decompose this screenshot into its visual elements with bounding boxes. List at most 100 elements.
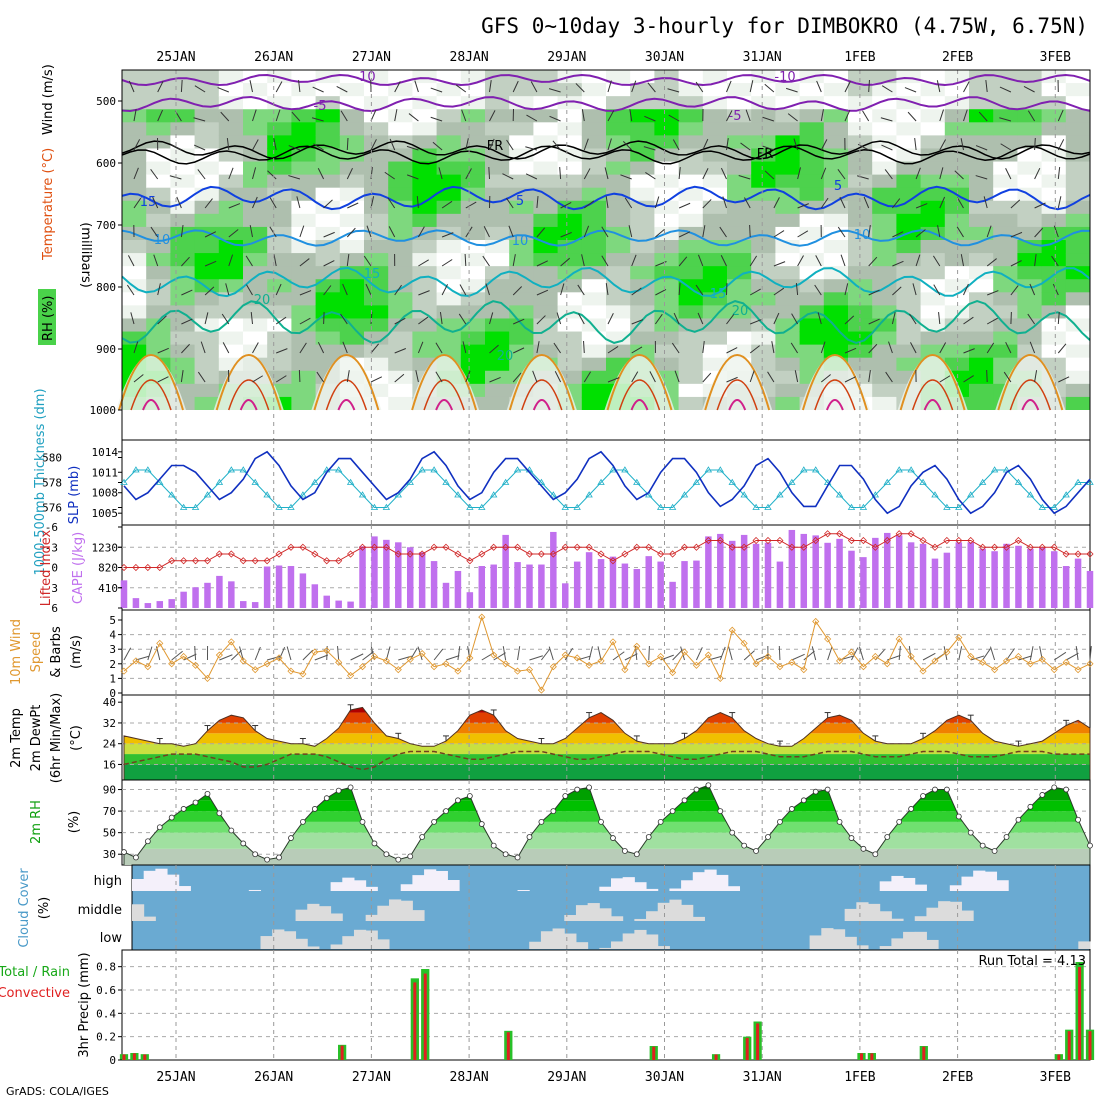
rh-cell: [315, 187, 341, 202]
contour-label: 15: [364, 267, 381, 282]
rh-cell: [485, 161, 510, 176]
wind-barb: [170, 143, 182, 151]
rh-cell: [630, 122, 655, 136]
wind-tick: 5: [109, 614, 116, 627]
wind-barb: [418, 290, 430, 296]
bottom-date-axis: 25JAN 26JAN 27JAN 28JAN 29JAN 30JAN 31JAN 1FEB 2…: [156, 1070, 1071, 1085]
wind-speed-marker: [1002, 657, 1011, 665]
thickness-marker: [1062, 491, 1070, 498]
rh-cell: [654, 331, 680, 346]
cloud-cell: [832, 929, 846, 949]
wind-barb: [299, 290, 312, 296]
wind-barb: [298, 369, 301, 383]
wind-barb: [986, 225, 992, 238]
rh-marker: [717, 808, 724, 815]
rh-cell: [291, 83, 317, 97]
wind-barb: [963, 283, 969, 296]
thickness-marker: [585, 491, 593, 498]
rh-cell: [727, 200, 752, 215]
contour-label: 5: [834, 179, 842, 194]
rh-cell: [436, 200, 462, 215]
rh-cell: [993, 344, 1018, 359]
rh-cell: [146, 213, 171, 228]
rh-cell: [436, 109, 462, 123]
rh-cell: [557, 122, 583, 136]
wind-barb: [311, 117, 324, 122]
wind-speed-marker: [263, 660, 271, 668]
wind-barb: [415, 370, 419, 383]
li-marker: [991, 543, 999, 551]
thickness-marker: [573, 503, 581, 510]
wind-barb: [512, 347, 525, 354]
wind-barbs: [126, 79, 1070, 383]
precip-bar-convective: [1078, 966, 1082, 1060]
rh-cell: [291, 370, 317, 385]
rh-cell: [775, 213, 801, 228]
rh-cell: [388, 109, 413, 123]
li-marker: [394, 550, 402, 558]
wind-barb: [631, 319, 644, 325]
ylabel-minmax: (6hr Min/Max): [49, 693, 64, 783]
chart-title: GFS 0~10day 3-hourly for DIMBOKRO (4.75W…: [481, 14, 1088, 38]
rh-cell: [654, 161, 680, 176]
wind-barb: [963, 316, 974, 325]
wind-barb: [884, 169, 893, 180]
wind-barb: [432, 141, 443, 151]
wind-barb: [291, 111, 301, 122]
rh-cell: [799, 96, 825, 110]
rh-cell: [1017, 331, 1043, 346]
rh-cell: [460, 357, 486, 372]
wind-barb: [553, 342, 562, 354]
rh-cell: [751, 292, 776, 306]
rh-cell: [315, 148, 341, 163]
rh-cell: [678, 213, 704, 228]
rh-cell: [969, 357, 994, 372]
cloud-cell: [879, 881, 892, 891]
li-marker: [1050, 543, 1058, 551]
contour-label: FR: [757, 147, 774, 162]
rh-cell: [460, 83, 486, 97]
rh-cell: [678, 96, 704, 110]
wind-barb: [1051, 255, 1059, 267]
wind-barb: [363, 255, 372, 267]
cloud-cell: [949, 885, 962, 891]
rh-cell: [969, 135, 994, 149]
rh-cell: [727, 83, 752, 97]
rh-cell: [243, 187, 268, 202]
wind-barb: [695, 81, 704, 93]
wind-speed-marker: [955, 633, 963, 642]
surface-wind-barb: [314, 654, 329, 661]
rh-cell: [1065, 161, 1091, 176]
li-marker: [203, 557, 212, 565]
rh-cell: [122, 213, 147, 228]
rh-cell: [412, 70, 438, 84]
rh-marker: [121, 849, 127, 855]
isotherm-25: [997, 354, 1064, 411]
rh-cell: [654, 292, 680, 306]
wind-barb: [536, 289, 549, 296]
rh-marker: [848, 835, 855, 841]
thickness-marker: [120, 478, 128, 485]
rh-cell: [823, 213, 849, 228]
cloud-cell: [891, 875, 904, 891]
rh-cell: [993, 226, 1018, 241]
wind-barb: [844, 347, 857, 354]
rh-marker: [216, 810, 223, 817]
rh-cell: [388, 292, 413, 306]
li-marker: [847, 536, 856, 545]
surface-wind-barb: [433, 648, 444, 661]
cloud-cell: [529, 941, 542, 949]
rh-cell: [702, 266, 728, 280]
wind-barb: [441, 284, 448, 296]
rh-cell: [775, 370, 801, 385]
warm-dome: [506, 355, 577, 410]
rh-cell: [678, 70, 704, 84]
rh-cell: [122, 318, 147, 333]
rh-cell: [170, 122, 196, 136]
wind-barb: [817, 312, 822, 325]
wind-speed-marker: [370, 652, 379, 661]
wind-barb: [583, 340, 585, 354]
rh-cell: [872, 305, 897, 319]
wind-barb: [820, 341, 826, 354]
wind-barb: [583, 138, 589, 151]
